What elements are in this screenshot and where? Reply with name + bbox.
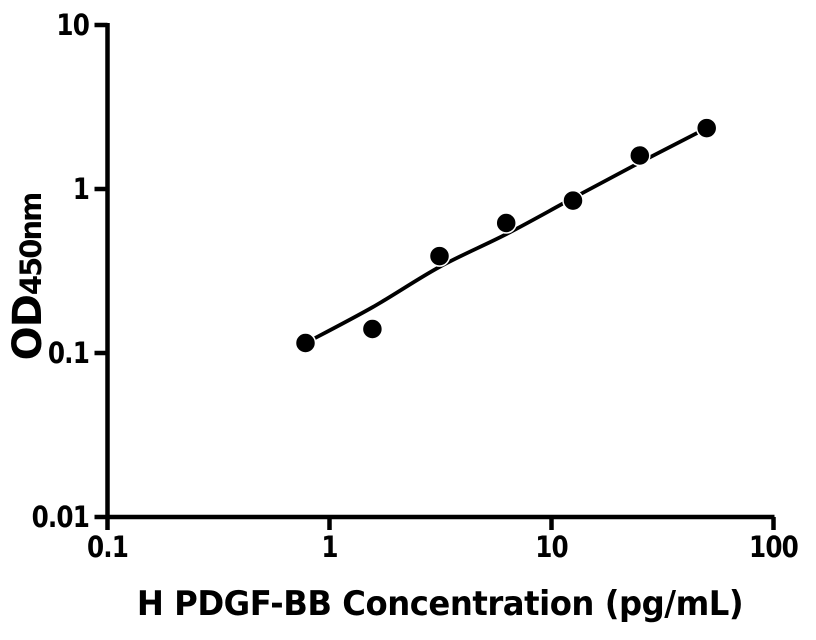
data-point: [695, 117, 718, 139]
y-axis-title-main: OD: [5, 295, 51, 361]
x-tick-label: 0.1: [87, 531, 128, 564]
data-point: [428, 245, 451, 267]
data-point: [562, 189, 584, 212]
axis-ticks: [94, 22, 776, 530]
x-axis-title: H PDGF-BB Concentration (pg/mL): [136, 584, 744, 624]
x-tick-label: 100: [749, 531, 798, 564]
y-axis-title: OD450nm: [5, 194, 51, 361]
y-tick-label: 10: [56, 9, 89, 42]
x-tick-label: 1: [321, 531, 337, 564]
data-point: [629, 144, 651, 167]
y-axis-title-subscript: 450nm: [14, 193, 48, 296]
y-tick-label: 0.01: [32, 501, 89, 534]
data-point: [495, 212, 517, 234]
x-tick-label: 10: [535, 531, 568, 564]
axis-lines: [105, 23, 775, 520]
data-point: [294, 332, 317, 354]
data-point: [361, 318, 384, 340]
y-tick-label: 0.1: [48, 337, 89, 370]
y-tick-label: 1: [73, 173, 89, 206]
